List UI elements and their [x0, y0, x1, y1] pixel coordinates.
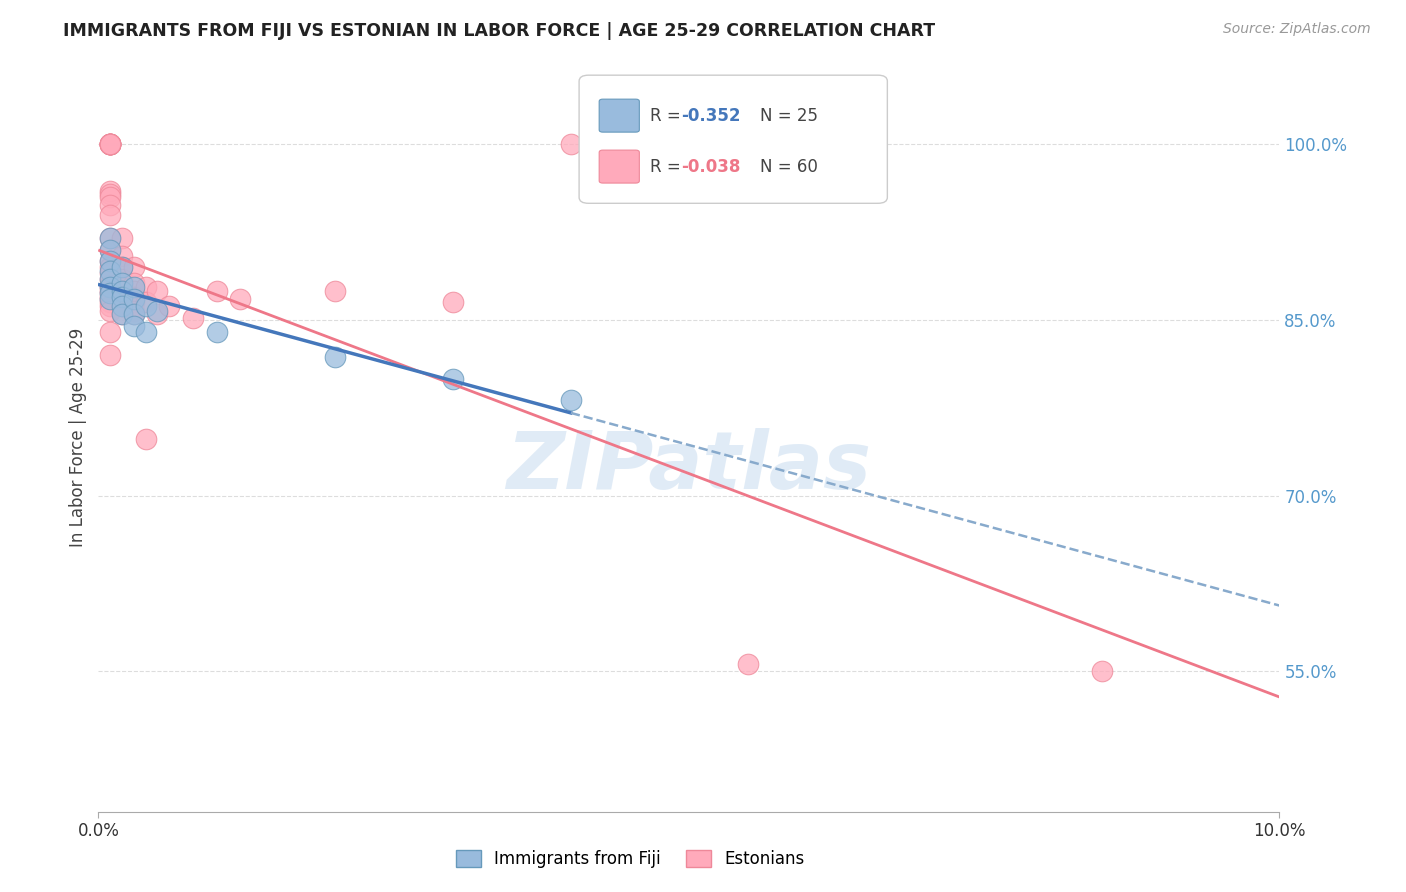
Point	[122, 260, 145, 275]
Text: Source: ZipAtlas.com: Source: ZipAtlas.com	[1223, 22, 1371, 37]
Point	[98, 198, 121, 212]
Point	[111, 231, 134, 245]
Point	[98, 137, 121, 152]
Point	[122, 284, 145, 298]
Point	[441, 295, 464, 310]
Point	[122, 280, 145, 294]
Point	[1091, 664, 1114, 679]
Point	[737, 657, 759, 672]
Point	[98, 254, 121, 268]
Point	[146, 303, 169, 318]
Point	[111, 260, 134, 275]
Point	[98, 186, 121, 201]
Point	[98, 292, 121, 306]
Text: -0.038: -0.038	[681, 158, 740, 176]
Point	[111, 307, 134, 321]
Point	[98, 284, 121, 298]
Point	[98, 264, 121, 278]
Point	[111, 284, 134, 298]
Point	[122, 292, 145, 306]
Text: ZIPatlas: ZIPatlas	[506, 428, 872, 506]
Point	[98, 286, 121, 301]
Point	[323, 351, 346, 365]
Point	[205, 284, 228, 298]
Point	[98, 231, 121, 245]
Point	[122, 295, 145, 310]
Point	[98, 272, 121, 286]
Point	[122, 307, 145, 321]
Point	[98, 290, 121, 304]
Point	[323, 284, 346, 298]
Point	[135, 299, 157, 313]
Point	[98, 272, 121, 286]
Point	[111, 276, 134, 290]
Point	[135, 433, 157, 447]
Legend: Immigrants from Fiji, Estonians: Immigrants from Fiji, Estonians	[449, 843, 811, 874]
Point	[98, 137, 121, 152]
Point	[98, 277, 121, 292]
Point	[98, 295, 121, 310]
Point	[122, 303, 145, 318]
Point	[98, 190, 121, 204]
Point	[441, 371, 464, 385]
Point	[111, 290, 134, 304]
Point	[229, 292, 252, 306]
Point	[98, 137, 121, 152]
Point	[157, 299, 180, 313]
Text: IMMIGRANTS FROM FIJI VS ESTONIAN IN LABOR FORCE | AGE 25-29 CORRELATION CHART: IMMIGRANTS FROM FIJI VS ESTONIAN IN LABO…	[63, 22, 935, 40]
Point	[98, 260, 121, 275]
Point	[98, 292, 121, 306]
Point	[122, 276, 145, 290]
Text: R =: R =	[650, 107, 686, 125]
Point	[98, 280, 121, 294]
Point	[98, 243, 121, 257]
Text: N = 60: N = 60	[759, 158, 818, 176]
Point	[98, 243, 121, 257]
Point	[146, 307, 169, 321]
Point	[560, 392, 582, 407]
Point	[111, 272, 134, 286]
Text: -0.352: -0.352	[681, 107, 740, 125]
FancyBboxPatch shape	[579, 75, 887, 203]
Point	[111, 299, 134, 313]
Point	[146, 284, 169, 298]
Point	[205, 325, 228, 339]
Point	[98, 266, 121, 280]
Point	[111, 260, 134, 275]
Point	[98, 137, 121, 152]
Point	[111, 299, 134, 313]
Point	[111, 307, 134, 321]
Point	[98, 299, 121, 313]
FancyBboxPatch shape	[599, 99, 640, 132]
Point	[98, 137, 121, 152]
Point	[560, 137, 582, 152]
Point	[122, 318, 145, 333]
Point	[98, 208, 121, 222]
Text: N = 25: N = 25	[759, 107, 818, 125]
Point	[98, 286, 121, 301]
Point	[98, 280, 121, 294]
Point	[98, 303, 121, 318]
Point	[135, 280, 157, 294]
Point	[181, 310, 204, 325]
Point	[98, 348, 121, 362]
Point	[98, 231, 121, 245]
FancyBboxPatch shape	[599, 150, 640, 183]
Point	[135, 295, 157, 310]
Point	[135, 325, 157, 339]
Point	[98, 137, 121, 152]
Point	[98, 254, 121, 268]
Point	[98, 184, 121, 198]
Point	[98, 325, 121, 339]
Text: R =: R =	[650, 158, 686, 176]
Point	[98, 137, 121, 152]
Point	[122, 307, 145, 321]
Point	[111, 284, 134, 298]
Point	[111, 249, 134, 263]
Point	[111, 290, 134, 304]
Y-axis label: In Labor Force | Age 25-29: In Labor Force | Age 25-29	[69, 327, 87, 547]
Point	[111, 280, 134, 294]
Point	[122, 290, 145, 304]
Point	[98, 137, 121, 152]
